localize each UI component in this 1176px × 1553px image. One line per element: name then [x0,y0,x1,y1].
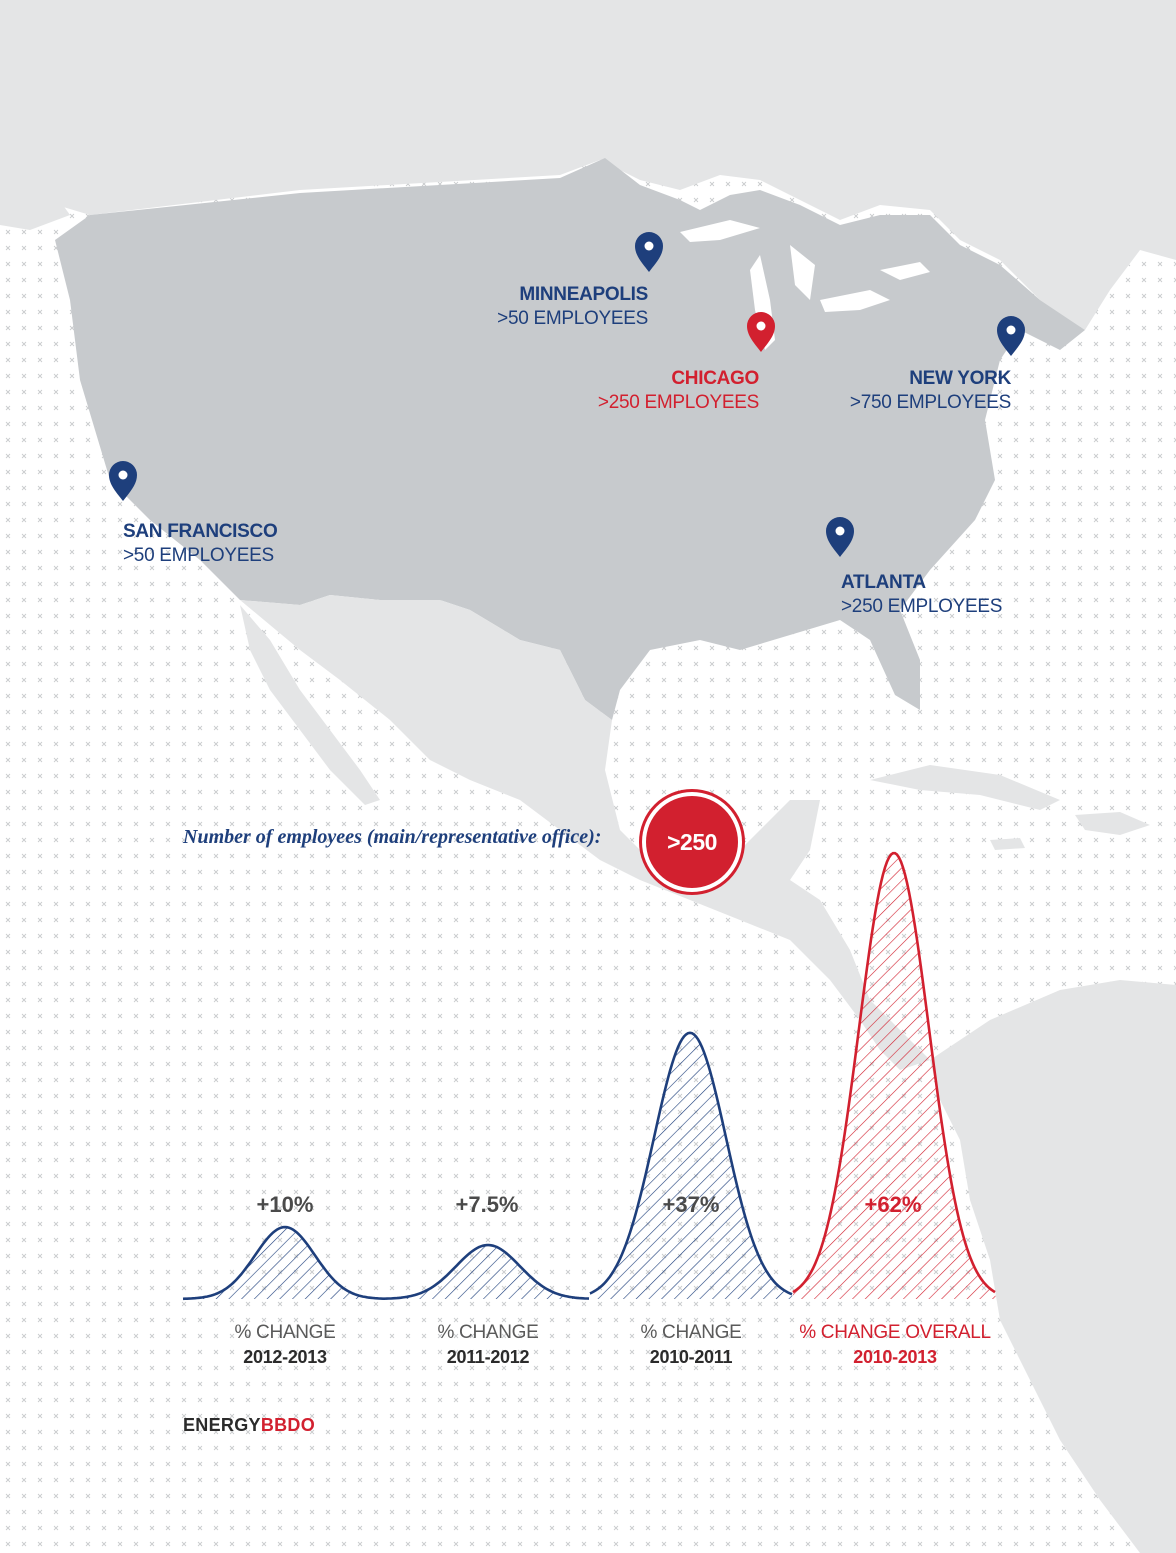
city-employees-san-francisco: >50 EMPLOYEES [123,545,274,566]
great-lakes [680,220,930,350]
map-pins [109,232,1025,557]
map-pin-icon [109,461,137,501]
chart-area [590,1032,793,1299]
chart [182,851,996,1301]
employee-count-badge: >250 [646,796,738,888]
land-baja [240,605,380,805]
chart-curve [589,1031,793,1296]
city-employees-chicago: >250 EMPLOYEES [597,392,759,413]
land-jamaica [990,838,1025,850]
chart-value-label: +7.5% [455,1192,519,1217]
chart-caption-period: 2010-2011 [649,1347,733,1367]
land-cuba [870,765,1060,810]
land-hispaniola [1075,812,1150,835]
chart-value-label: +10% [256,1192,314,1217]
map-pin-icon [826,517,854,557]
chart-caption: % CHANGE [234,1322,336,1343]
city-name-minneapolis: MINNEAPOLIS [519,284,648,305]
city-name-chicago: CHICAGO [671,368,759,389]
chart-value-label: +37% [662,1192,720,1217]
logo-word-energy: ENERGY [183,1415,261,1435]
chart-curve [384,1243,590,1300]
chart-area [793,853,996,1299]
map-pin-icon [997,316,1025,356]
city-employees-atlanta: >250 EMPLOYEES [841,596,1003,617]
city-name-atlanta: ATLANTA [841,572,926,593]
city-name-new-york: NEW YORK [909,368,1011,389]
chart-curve [792,851,996,1294]
land-canada-islands [515,30,1176,200]
legend-label: Number of employees (main/representative… [183,826,602,848]
chart-value-label: +62% [864,1192,922,1217]
land-alaska [0,165,70,230]
chart-caption-period: 2012-2013 [243,1347,327,1367]
city-name-san-francisco: SAN FRANCISCO [123,521,278,542]
chart-caption: % CHANGE [437,1322,539,1343]
city-employees-new-york: >750 EMPLOYEES [849,392,1011,413]
chart-caption: % CHANGE [640,1322,742,1343]
chart-caption-period: 2010-2013 [853,1347,937,1367]
land-south-america [930,980,1176,1553]
brand-logo: ENERGYBBDO [183,1415,315,1436]
map-pin-icon [635,232,663,272]
land-canada [0,0,1176,330]
city-employees-minneapolis: >50 EMPLOYEES [497,308,648,329]
chart-curve [182,1225,385,1301]
chart-caption-period: 2011-2012 [446,1347,530,1367]
land-mexico [240,595,930,1070]
map-pin-icon [747,312,775,352]
chart-caption: % CHANGE OVERALL [799,1322,991,1343]
logo-word-bbdo: BBDO [260,1415,316,1435]
